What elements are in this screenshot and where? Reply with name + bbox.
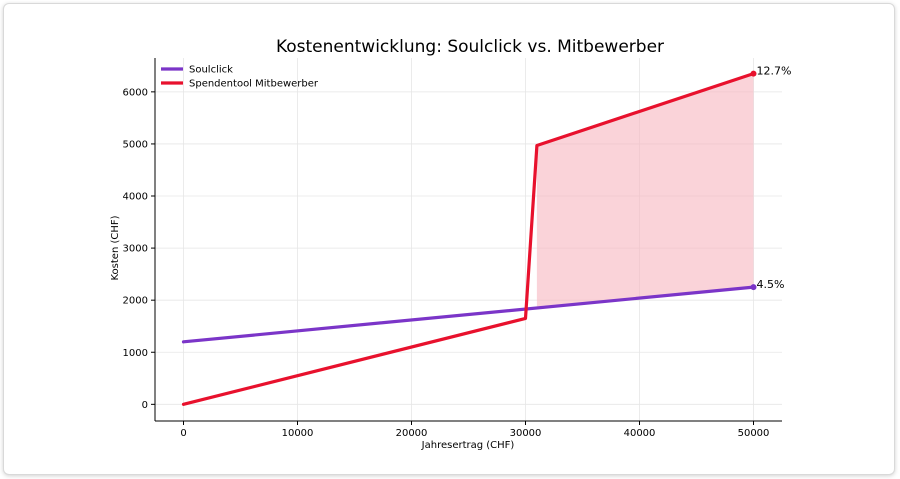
series-line-0: [181, 285, 756, 344]
x-tick-label: 10000: [282, 428, 314, 439]
x-tick-label: 40000: [624, 428, 656, 439]
endpoint-marker: [750, 70, 757, 77]
legend-entry: Soulclick: [189, 65, 233, 76]
chart-title: Kostenentwicklung: Soulclick vs. Mitbewe…: [276, 37, 664, 57]
difference-fill: [536, 73, 754, 307]
series-line-1: [181, 72, 756, 406]
annotations: 12.7% 4.5%: [750, 65, 792, 291]
x-tick-label: 30000: [510, 428, 542, 439]
annotation-label: 4.5%: [757, 278, 785, 291]
y-tick-label: 6000: [123, 87, 148, 98]
y-tick-label: 4000: [123, 192, 148, 203]
tick-labels: 0 10000 20000 30000 40000 50000 0 1000 2000 3000 4…: [123, 87, 770, 439]
y-tick-label: 1000: [123, 348, 148, 359]
y-tick-label: 0: [142, 400, 148, 411]
y-axis-label: Kosten (CHF): [110, 215, 121, 280]
axes: [154, 58, 782, 422]
y-tick-label: 2000: [123, 296, 148, 307]
endpoint-marker: [750, 284, 757, 291]
difference-area: [536, 73, 754, 307]
series-lines: [181, 72, 756, 406]
x-tick-label: 50000: [738, 428, 770, 439]
x-tick-label: 20000: [396, 428, 428, 439]
x-tick-label: 0: [180, 428, 186, 439]
legend-entry: Spendentool Mitbewerber: [189, 79, 319, 90]
y-tick-label: 3000: [123, 244, 148, 255]
y-tick-label: 5000: [123, 139, 148, 150]
legend: Soulclick Spendentool Mitbewerber: [161, 65, 319, 90]
annotation-label: 12.7%: [757, 65, 792, 78]
grid: [155, 58, 782, 421]
x-axis-label: Jahresertrag (CHF): [421, 440, 515, 451]
